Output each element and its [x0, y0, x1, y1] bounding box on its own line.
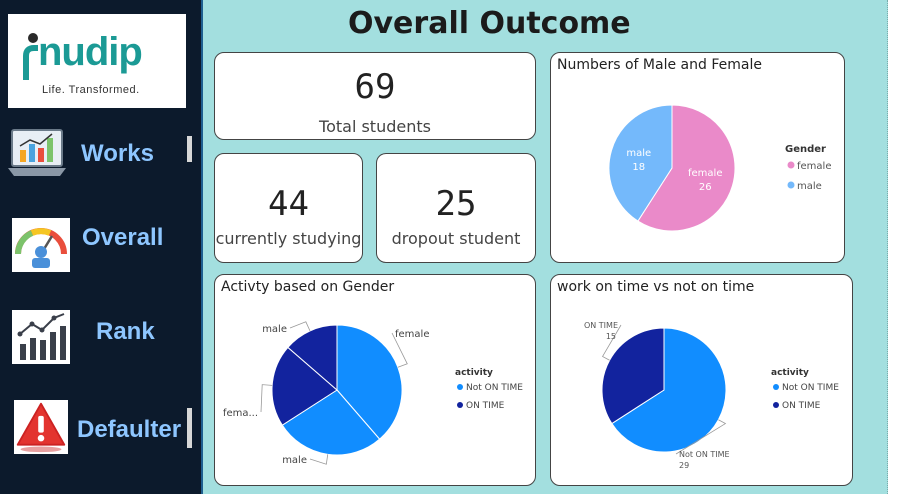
- gender-pie-chart[interactable]: female 26 male 18 Gender female male: [551, 53, 844, 262]
- pie-slice-male: [608, 104, 673, 222]
- legend-marker-male: [787, 181, 795, 189]
- legend-entry-1: ON TIME: [782, 401, 821, 411]
- kpi-dropout-label: dropout student: [391, 229, 521, 248]
- activity-gender-pie-chart[interactable]: female male fema... male activity Not ON TIME…: [215, 275, 535, 485]
- ontime-pie-card[interactable]: work on time vs not on time Not ON TIME 2…: [550, 274, 853, 486]
- pie-slice-male-not-on-time: [281, 389, 381, 456]
- kpi-studying-card[interactable]: 44 currently studying: [214, 153, 363, 263]
- data-value-male: 18: [632, 162, 645, 173]
- data-label-1: male: [282, 455, 307, 466]
- ontime-pie-title: work on time vs not on time: [557, 279, 755, 295]
- nav-rank[interactable]: Rank: [0, 306, 201, 376]
- activity-gender-pie-card[interactable]: Activty based on Gender female male fema..…: [214, 274, 536, 486]
- legend-title: activity: [455, 368, 493, 378]
- gender-pie-title: Numbers of Male and Female: [557, 57, 762, 73]
- data-label-3: male: [262, 324, 287, 335]
- sidebar: nudip Life. Transformed. Works Overall: [0, 0, 203, 494]
- legend-title: Gender: [785, 144, 826, 155]
- nav-works-indicator: [187, 136, 192, 162]
- legend-marker-1: [457, 402, 463, 408]
- legend-entry-0: Not ON TIME: [782, 383, 839, 393]
- logo-name: nudip: [38, 30, 143, 74]
- activity-gender-pie-title: Activty based on Gender: [221, 279, 395, 295]
- nav-defaulter[interactable]: Defaulter: [0, 398, 201, 468]
- kpi-total-card[interactable]: 69 Total students: [214, 52, 536, 140]
- gender-pie-card[interactable]: Numbers of Male and Female female 26 male 1…: [550, 52, 845, 263]
- logo: nudip Life. Transformed.: [8, 14, 186, 108]
- data-label-female: female: [688, 168, 722, 179]
- legend-marker-1: [773, 402, 779, 408]
- legend-marker-female: [787, 161, 795, 169]
- nav-overall[interactable]: Overall: [0, 212, 201, 282]
- page-title: Overall Outcome: [348, 6, 631, 41]
- pie-slice-male-on-time: [287, 324, 338, 392]
- gauge-icon: [12, 218, 70, 272]
- nav-overall-label: Overall: [82, 224, 164, 251]
- leader-line-0: [675, 419, 727, 455]
- legend-marker-0: [457, 384, 463, 390]
- logo-tagline: Life. Transformed.: [42, 84, 140, 96]
- nav-defaulter-label: Defaulter: [77, 416, 182, 443]
- dashboard-canvas: Overall Outcome 69 Total students 44 cur…: [203, 0, 888, 494]
- rank-chart-icon: [12, 310, 70, 364]
- data-label-1: ON TIME: [584, 321, 618, 330]
- legend-marker-0: [773, 384, 779, 390]
- ontime-pie-chart[interactable]: Not ON TIME 29 ON TIME 15 activity Not ON TIM…: [551, 275, 852, 485]
- nav-rank-label: Rank: [96, 318, 155, 345]
- legend-entry-1: ON TIME: [466, 401, 505, 411]
- data-value-1: 15: [606, 332, 616, 341]
- kpi-dropout-card[interactable]: 25 dropout student: [376, 153, 536, 263]
- leader-line-1: [602, 324, 622, 361]
- pie-slice-on-time: [601, 327, 665, 425]
- data-value-female: 26: [699, 182, 712, 193]
- nav-works[interactable]: Works: [0, 122, 201, 192]
- legend-entry-female: female: [797, 161, 831, 172]
- logo-mark-icon: [23, 33, 38, 80]
- kpi-dropout-value: 25: [435, 184, 477, 224]
- kpi-studying-label: currently studying: [215, 229, 362, 248]
- data-label-0: female: [395, 329, 429, 340]
- warning-icon: [14, 400, 68, 454]
- legend-title: activity: [771, 368, 809, 378]
- nav-works-label: Works: [81, 140, 154, 167]
- kpi-total-label: Total students: [319, 117, 431, 136]
- data-value-0: 29: [679, 461, 689, 470]
- leader-line-0: [391, 332, 408, 368]
- nav-defaulter-indicator: [187, 408, 192, 448]
- legend-entry-male: male: [797, 181, 822, 192]
- pie-slice-not-on-time: [611, 327, 727, 453]
- pie-slice-female-on-time: [271, 346, 338, 426]
- data-label-0: Not ON TIME: [679, 450, 730, 459]
- kpi-total-value: 69: [354, 67, 396, 107]
- laptop-chart-icon: [8, 129, 66, 176]
- pie-slice-female: [637, 104, 736, 232]
- leader-line-2: [260, 384, 273, 413]
- kpi-studying-value: 44: [268, 184, 309, 224]
- data-label-male: male: [626, 148, 651, 159]
- leader-line-1: [309, 454, 329, 465]
- data-label-2: fema...: [223, 408, 258, 419]
- legend-entry-0: Not ON TIME: [466, 383, 523, 393]
- leader-line-3: [289, 321, 311, 332]
